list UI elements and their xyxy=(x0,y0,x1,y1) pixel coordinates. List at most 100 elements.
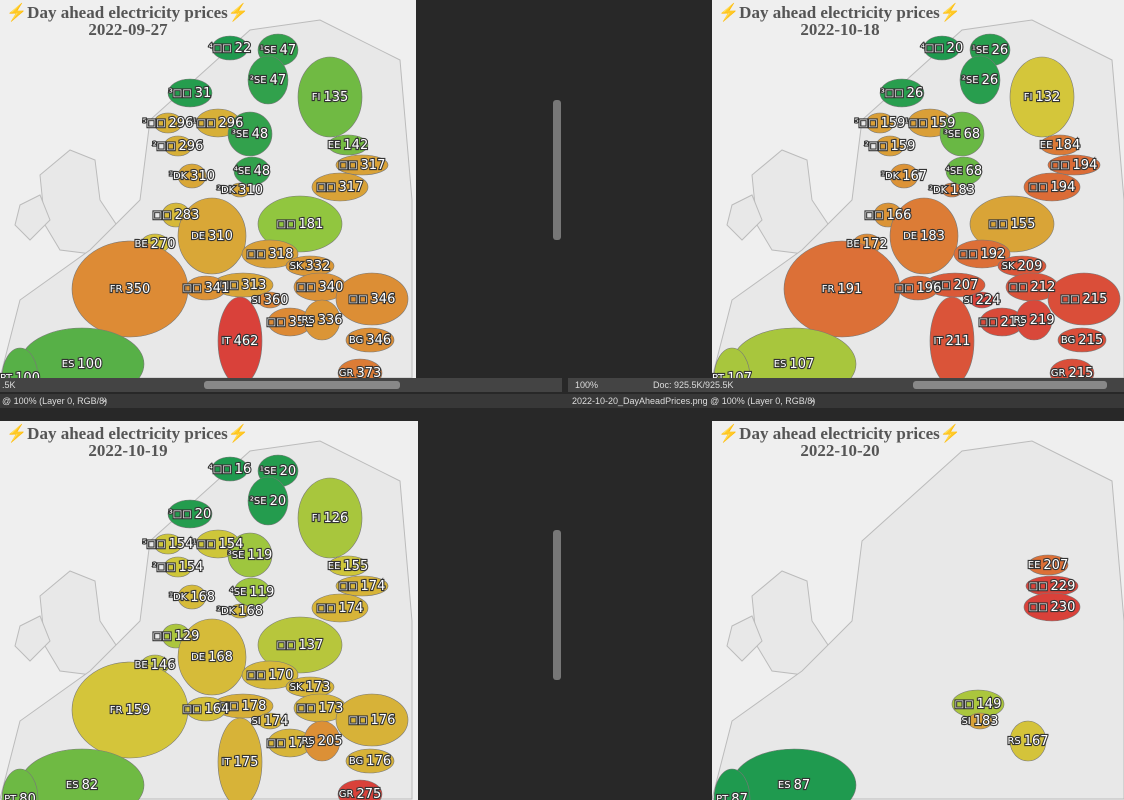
price-label: 296 xyxy=(219,116,244,131)
region-label: ⁴SE 48 xyxy=(234,164,270,179)
region-label: ²DK 168 xyxy=(217,604,263,619)
price-label: 207 xyxy=(1043,558,1068,573)
region-label: IT 175 xyxy=(222,755,259,770)
region-label: BG 176 xyxy=(349,754,391,769)
price-region xyxy=(233,577,271,607)
region-label: □□ 137 xyxy=(277,638,324,653)
region-name: FR xyxy=(110,705,123,716)
price-region xyxy=(297,56,363,138)
price-label: 20 xyxy=(195,507,212,522)
price-region xyxy=(1009,56,1075,138)
region-label: FI 135 xyxy=(312,90,349,105)
region-name: FR xyxy=(110,284,123,295)
region-name: □□ xyxy=(277,219,296,230)
price-label: 155 xyxy=(343,559,368,574)
region-name: □□ xyxy=(153,210,172,221)
region-label: □□ 176 xyxy=(349,713,396,728)
region-name: ¹□□ xyxy=(193,118,216,129)
region-label: SK 209 xyxy=(1002,259,1043,274)
price-label: 107 xyxy=(789,357,814,372)
region-label: □□ 341 xyxy=(183,281,230,296)
price-region xyxy=(959,55,1001,105)
scrollbar[interactable] xyxy=(0,378,562,392)
tab-close[interactable]: × xyxy=(810,396,816,406)
price-region xyxy=(1023,172,1081,202)
price-label: 183 xyxy=(974,714,999,729)
region-name: ²□□ xyxy=(153,141,176,152)
tab-bar xyxy=(0,394,1124,408)
price-region xyxy=(311,593,369,623)
region-label: □□ 174 xyxy=(317,601,364,616)
region-name: EE xyxy=(328,140,341,151)
region-name: RS xyxy=(1013,315,1026,326)
region-name: EE xyxy=(1040,140,1053,151)
region-name: PT xyxy=(712,373,725,378)
price-label: 172 xyxy=(863,237,888,252)
price-label: 100 xyxy=(77,357,102,372)
region-label: FI 126 xyxy=(312,511,349,526)
price-label: 352 xyxy=(289,315,314,330)
region-label: □□ 283 xyxy=(153,208,200,223)
price-label: 154 xyxy=(179,560,204,575)
region-label: □□ 340 xyxy=(297,280,344,295)
region-name: EE xyxy=(1028,560,1041,571)
region-label: □□ 174 xyxy=(339,579,386,594)
region-name: □□ xyxy=(220,280,239,291)
price-label: 173 xyxy=(306,680,331,695)
region-label: IT 211 xyxy=(934,334,971,349)
tab-title[interactable]: @ 100% (Layer 0, RGB/8) xyxy=(2,396,108,406)
region-name: SI xyxy=(251,295,260,306)
price-label: 341 xyxy=(205,281,230,296)
region-name: PT xyxy=(4,794,17,800)
price-label: 229 xyxy=(1051,579,1076,594)
price-label: 340 xyxy=(319,280,344,295)
region-label: □□ 230 xyxy=(1029,600,1076,615)
tab-close[interactable]: × xyxy=(102,396,108,406)
price-label: 168 xyxy=(190,590,215,605)
region-label: □□ 313 xyxy=(220,278,267,293)
scroll-thumb[interactable] xyxy=(204,381,400,389)
price-region xyxy=(1039,134,1081,156)
tab-title[interactable]: 2022-10-20_DayAheadPrices.png @ 100% (La… xyxy=(572,396,816,406)
region-name: BG xyxy=(1061,335,1075,346)
price-label: 296 xyxy=(179,139,204,154)
region-name: ³SE xyxy=(232,129,249,140)
price-region xyxy=(335,693,409,747)
region-label: □□ 346 xyxy=(349,292,396,307)
region-name: FI xyxy=(1024,92,1033,103)
scroll-thumb[interactable] xyxy=(913,381,1107,389)
region-name: IT xyxy=(222,336,232,347)
region-label: ⁵□□ 154 xyxy=(143,537,194,552)
price-region xyxy=(241,660,299,690)
price-region xyxy=(257,291,283,309)
price-region xyxy=(177,163,207,189)
price-region xyxy=(257,616,343,674)
scroll-thumb[interactable] xyxy=(553,100,561,240)
region-name: GR xyxy=(1051,368,1066,378)
region-label: ³SE 48 xyxy=(232,127,268,142)
region-label: □□ 173 xyxy=(267,736,314,751)
price-region xyxy=(211,456,249,482)
region-label: SK 173 xyxy=(290,680,331,695)
region-name: □□ xyxy=(183,704,202,715)
region-name: ⁴□□ xyxy=(209,43,232,54)
price-label: 154 xyxy=(169,537,194,552)
region-label: FR 191 xyxy=(822,282,863,297)
price-label: 194 xyxy=(1051,180,1076,195)
price-region xyxy=(247,55,289,105)
region-name: ⁴SE xyxy=(946,166,963,177)
scrollbar[interactable] xyxy=(568,378,1124,392)
region-name: SK xyxy=(1002,261,1015,272)
region-name: ²SE xyxy=(250,496,267,507)
price-region xyxy=(345,748,395,774)
region-label: ⁵□□ 296 xyxy=(143,116,194,131)
region-label: □□ 317 xyxy=(339,158,386,173)
region-name: ⁴□□ xyxy=(921,43,944,54)
price-label: 196 xyxy=(917,281,942,296)
price-label: 212 xyxy=(1031,280,1056,295)
scroll-thumb[interactable] xyxy=(553,530,561,680)
region-name: FI xyxy=(312,92,321,103)
region-label: RS 167 xyxy=(1007,734,1048,749)
